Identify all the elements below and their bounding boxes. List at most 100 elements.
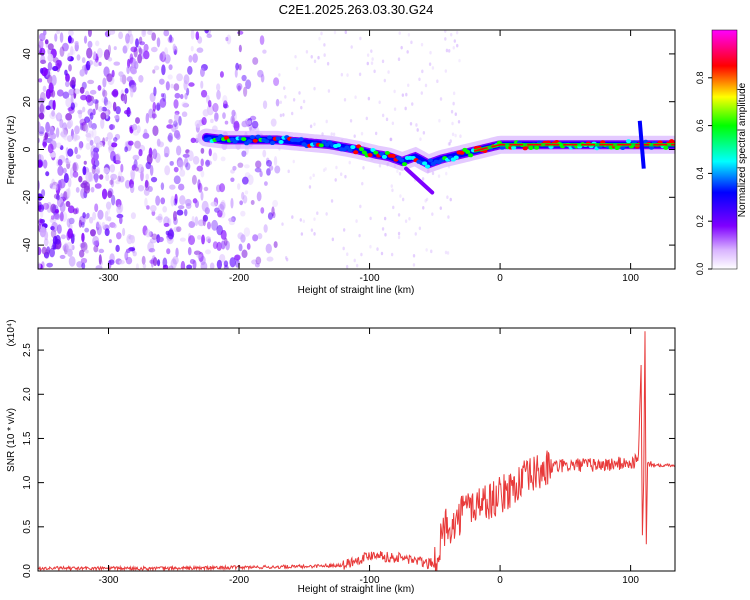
- spectrogram-noise-blob: [86, 135, 92, 142]
- spectrogram-noise-blob: [202, 215, 207, 227]
- spectrogram-faint-dot: [393, 107, 397, 111]
- spectrogram-noise-blob: [141, 30, 147, 38]
- spectrogram-noise-blob: [93, 60, 100, 67]
- spectrogram-noise-blob: [240, 234, 246, 243]
- spectrogram-faint-dot: [456, 43, 459, 48]
- spectrogram-noise-blob: [86, 47, 93, 59]
- spectrogram-x-tick-label: 0: [497, 273, 503, 284]
- spectrogram-noise-blob: [138, 36, 143, 44]
- spectrogram-noise-blob: [54, 33, 58, 42]
- spectrogram-noise-blob: [115, 106, 121, 115]
- spectrogram-noise-blob: [93, 51, 97, 60]
- spectrogram-noise-blob: [80, 241, 88, 252]
- spectrogram-noise-blob: [42, 202, 50, 210]
- spectrogram-noise-blob: [200, 89, 208, 98]
- spectrogram-noise-blob: [42, 138, 47, 149]
- spectrogram-noise-blob: [152, 256, 158, 267]
- spectrogram-x-tick-label: -100: [360, 273, 380, 284]
- spectrogram-noise-blob: [257, 232, 263, 240]
- spectrogram-noise-blob: [241, 74, 247, 82]
- spectrogram-noise-blob: [212, 241, 218, 250]
- spectrogram-noise-blob: [152, 69, 156, 74]
- spectrogram-noise-blob: [224, 120, 229, 125]
- spectrogram-faint-dot: [374, 131, 378, 136]
- spectrogram-noise-blob: [192, 53, 198, 64]
- spectrogram-faint-dot: [452, 91, 456, 96]
- spectrogram-noise-blob: [223, 260, 229, 268]
- spectrogram-noise-blob: [52, 99, 56, 111]
- spectrogram-noise-blob: [67, 35, 72, 44]
- spectrogram-noise-blob: [203, 186, 209, 192]
- spectrogram-faint-dot: [369, 244, 372, 249]
- spectrogram-noise-blob: [185, 162, 191, 171]
- spectrogram-faint-dot: [342, 228, 346, 232]
- spectrogram-noise-blob: [132, 130, 139, 136]
- spectrogram-faint-dot: [437, 174, 441, 178]
- spectrogram-noise-blob: [169, 184, 176, 190]
- spectrogram-noise-blob: [67, 187, 71, 199]
- spectrogram-noise-blob: [245, 79, 252, 90]
- spectrogram-faint-dot: [412, 263, 416, 267]
- snr-y-multiplier: (x10⁴): [6, 319, 17, 346]
- spectrogram-faint-dot: [424, 199, 427, 203]
- spectrogram-noise-blob: [45, 121, 51, 133]
- spectrogram-noise-blob: [190, 137, 196, 144]
- spectrogram-faint-dot: [406, 50, 409, 54]
- spectrogram-noise-blob: [178, 115, 182, 126]
- spectrogram-faint-dot: [344, 174, 347, 179]
- spectrogram-noise-blob: [38, 131, 45, 137]
- spectrogram-noise-blob: [120, 93, 125, 102]
- ridge-blob: [453, 155, 459, 160]
- spectrogram-noise-blob: [101, 97, 108, 104]
- spectrogram-noise-blob: [45, 105, 51, 110]
- snr-chart: -300 -200 -100 0 100 0.0 0.5 1.0 1.5 2.0 2.5 Heig…: [6, 319, 676, 595]
- spectrogram-noise-blob: [76, 54, 81, 61]
- spectrogram-noise-blob: [187, 150, 194, 162]
- spectrogram-noise-blob: [107, 57, 113, 62]
- spectrogram-noise-blob: [89, 89, 97, 95]
- spectrogram-noise-blob: [164, 54, 171, 64]
- spectrogram-faint-dot: [285, 257, 289, 262]
- spectrogram-noise-blob: [100, 112, 107, 120]
- spectrogram-noise-blob: [49, 126, 55, 136]
- spectrogram-noise-blob: [85, 142, 91, 150]
- spectrogram-noise-blob: [223, 104, 229, 109]
- spectrogram-noise-blob: [215, 184, 222, 193]
- spectrogram-faint-dot: [360, 252, 363, 257]
- spectrogram-noise-blob: [195, 31, 200, 41]
- spectrogram-faint-dot: [371, 57, 374, 61]
- spectrogram-noise-blob: [68, 64, 72, 72]
- spectrogram-faint-dot: [452, 45, 455, 50]
- spectrogram-noise-blob: [167, 132, 173, 143]
- spectrogram-noise-blob: [45, 88, 51, 99]
- spectrogram-noise-blob: [63, 242, 69, 252]
- spectrogram-faint-dot: [383, 78, 387, 83]
- spectrogram-faint-dot: [451, 121, 454, 126]
- spectrogram-noise-blob: [132, 154, 140, 161]
- ridge-blob: [269, 141, 276, 146]
- spectrogram-y-tick-label: 20: [22, 96, 33, 108]
- spectrogram-noise-blob: [143, 50, 150, 60]
- spectrogram-faint-dot: [393, 89, 396, 94]
- spectrogram-noise-blob: [107, 44, 112, 56]
- spectrogram-noise-blob: [188, 55, 193, 63]
- spectrogram-faint-dot: [378, 163, 382, 168]
- spectrogram-noise-blob: [240, 210, 246, 217]
- spectrogram-noise-blob: [241, 191, 245, 200]
- spectrogram-noise-blob: [97, 85, 102, 91]
- spectrogram-noise-blob: [169, 34, 173, 43]
- spectrogram-noise-blob: [81, 232, 85, 243]
- spectrogram-noise-blob: [190, 30, 195, 40]
- spectrogram-x-tick-label: 100: [622, 273, 639, 284]
- spectrogram-noise-blob: [39, 226, 47, 238]
- spectrogram-noise-blob: [122, 95, 127, 104]
- spectrogram-noise-blob: [39, 67, 44, 74]
- spectrogram-noise-blob: [180, 260, 186, 269]
- spectrogram-faint-dot: [454, 133, 457, 138]
- spectrogram-noise-blob: [239, 200, 244, 206]
- spectrogram-noise-blob: [67, 55, 74, 62]
- spectrogram-noise-blob: [265, 159, 272, 167]
- spectrogram-faint-dot: [385, 117, 389, 122]
- spectrogram-faint-dot: [302, 219, 306, 224]
- spectrogram-noise-blob: [144, 179, 149, 189]
